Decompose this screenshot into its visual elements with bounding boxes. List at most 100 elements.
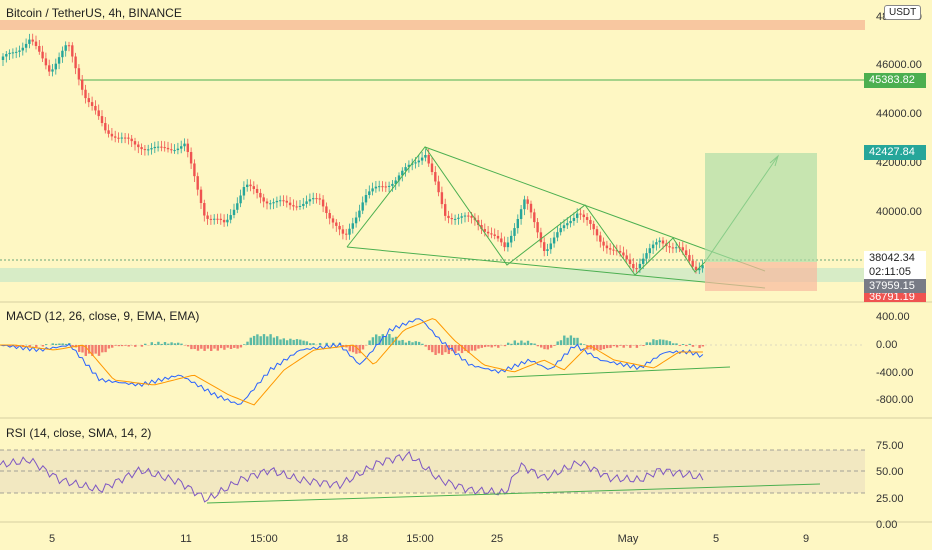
macd-bar: [615, 345, 619, 348]
candle-body: [203, 203, 206, 216]
level-tag: 45383.82: [864, 73, 926, 88]
target-price-tag: 42427.84: [864, 145, 926, 160]
macd-bar: [417, 341, 421, 345]
macd-bar: [655, 340, 658, 345]
macd-bar: [312, 343, 315, 345]
macd-bar: [404, 342, 408, 345]
rsi-title[interactable]: RSI (14, close, SMA, 14, 2): [6, 426, 152, 440]
macd-bar: [299, 339, 302, 345]
currency-button[interactable]: USDT: [884, 5, 922, 20]
macd-bar: [606, 345, 609, 349]
macd-bar: [239, 345, 243, 348]
macd-bar: [681, 344, 685, 345]
macd-bar: [602, 345, 606, 350]
target-zone[interactable]: [705, 153, 817, 262]
stop-zone[interactable]: [705, 262, 817, 291]
candle-body: [90, 102, 94, 106]
macd-title[interactable]: MACD (12, 26, close, 9, EMA, EMA): [6, 309, 200, 323]
candle-body: [338, 225, 341, 230]
time-axis[interactable]: 5 11 15:00 18 15:00 25 May 5 9: [49, 533, 809, 545]
candle-body: [292, 205, 295, 207]
candle-body: [632, 263, 635, 269]
macd-bar: [685, 345, 688, 347]
candle-body: [114, 136, 117, 138]
candle-body: [180, 146, 183, 149]
candle-body: [552, 237, 556, 244]
main-pane: [0, 20, 865, 291]
candle-body: [147, 149, 150, 151]
macd-line: [0, 318, 704, 406]
macd-bar: [318, 342, 322, 345]
candle-body: [11, 52, 15, 54]
candle-body: [407, 164, 411, 168]
rsi-tick: 75.00: [876, 440, 904, 452]
macd-bar: [120, 345, 124, 347]
candle-body: [622, 252, 625, 256]
candle-body: [381, 186, 384, 188]
macd-bar: [474, 345, 477, 351]
macd-bar: [384, 336, 388, 345]
macd-bar: [579, 343, 582, 345]
symbol-title[interactable]: Bitcoin / TetherUS, 4h, BINANCE: [6, 6, 182, 20]
macd-bar: [559, 340, 563, 345]
macd-bar: [619, 345, 622, 346]
macd-bar: [549, 345, 553, 348]
candle-body: [173, 150, 176, 152]
time-tick: 5: [49, 533, 55, 545]
macd-bar: [589, 345, 592, 350]
candle-body: [18, 50, 21, 52]
macd-bar: [111, 345, 114, 348]
macd-bar: [203, 345, 206, 351]
candle-body: [328, 213, 331, 219]
countdown-tag: 02:11:05: [864, 265, 926, 280]
candle-body: [71, 45, 74, 57]
candle-body: [384, 186, 387, 188]
time-tick: 11: [180, 533, 191, 545]
candle-body: [615, 250, 618, 252]
candle-body: [668, 246, 671, 248]
candle-body: [84, 89, 87, 99]
candle-body: [246, 184, 249, 188]
candle-body: [117, 137, 120, 139]
macd-bar: [378, 336, 381, 345]
macd-bar: [622, 345, 625, 348]
candle-body: [361, 202, 364, 211]
candle-body: [166, 147, 170, 150]
candle-body: [226, 219, 229, 223]
macd-bar: [431, 345, 434, 353]
macd-bar: [691, 345, 695, 347]
macd-bar: [698, 345, 701, 349]
macd-bar: [216, 345, 219, 351]
rsi-axis[interactable]: 75.00 50.00 25.00 0.00: [876, 440, 904, 531]
rsi-line: [0, 450, 704, 503]
macd-bar: [398, 340, 401, 345]
candle-body: [249, 184, 252, 187]
candle-body: [335, 222, 338, 226]
candle-body: [222, 219, 226, 223]
candle-body: [576, 213, 579, 218]
candle-body: [127, 137, 130, 139]
macd-bar: [675, 343, 678, 345]
macd-bar: [272, 337, 276, 345]
macd-bar: [625, 345, 629, 346]
candle-body: [612, 249, 615, 251]
candle-body: [216, 218, 219, 220]
price-axis[interactable]: 48000.00 46000.00 44000.00 42000.00 4000…: [876, 11, 922, 218]
macd-bar: [177, 342, 180, 345]
macd-bar: [497, 345, 500, 348]
macd-bar: [325, 342, 328, 345]
candle-body: [259, 192, 262, 198]
macd-tick: 0.00: [876, 339, 897, 351]
candle-body: [378, 186, 381, 188]
candle-body: [618, 250, 622, 253]
macd-bar: [229, 345, 233, 349]
price-tick: 42000.00: [876, 157, 922, 169]
candle-body: [345, 233, 348, 235]
candle-body: [625, 255, 628, 260]
macd-bar: [150, 342, 153, 345]
candle-body: [130, 138, 133, 142]
macd-axis[interactable]: 400.00 0.00 -400.00 -800.00: [876, 311, 913, 406]
candle-body: [81, 79, 84, 90]
macd-bar: [309, 343, 312, 345]
